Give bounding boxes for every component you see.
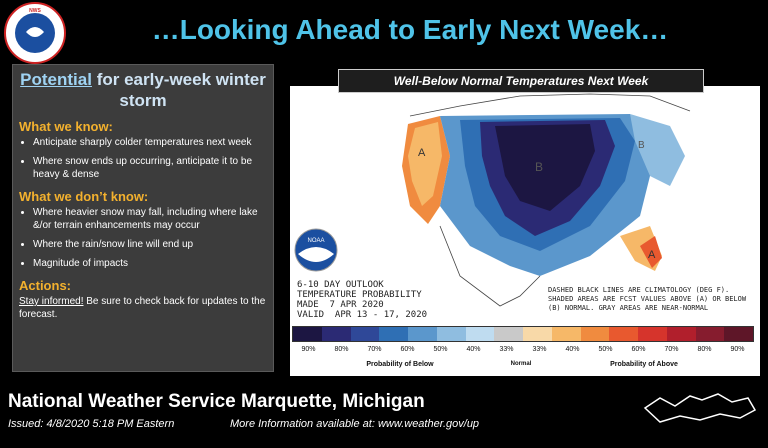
region-label-below: B (535, 160, 543, 174)
stay-informed-link[interactable]: Stay informed! (19, 296, 84, 307)
upper-peninsula-outline-icon (643, 393, 757, 423)
colorbar-swatch (638, 327, 667, 341)
office-name: National Weather Service Marquette, Mich… (8, 391, 425, 412)
prob-below-label: Probability of Below (366, 361, 434, 368)
colorbar-swatch (494, 327, 523, 341)
colorbar-swatch (293, 327, 322, 341)
colorbar-label: 80% (697, 346, 712, 353)
colorbar-label: 60% (631, 346, 646, 353)
list-item: Magnitude of impacts (33, 257, 267, 270)
list-item: Where the rain/snow line will end up (33, 238, 267, 251)
colorbar-label: 70% (664, 346, 679, 353)
colorbar-swatch (551, 327, 581, 341)
actions-heading: Actions: (19, 278, 71, 293)
colorbar-label: 40% (466, 346, 481, 353)
info-panel: Potential for early-week winter storm Wh… (12, 64, 274, 372)
region-label-above: A (418, 147, 426, 159)
panel-title: Potential for early-week winter storm (19, 69, 267, 111)
colorbar-swatch (321, 327, 351, 341)
colorbar-label: 50% (598, 346, 613, 353)
colorbar-label: 90% (301, 346, 316, 353)
panel-title-underlined: Potential (20, 70, 92, 89)
panel-title-rest: for early-week winter storm (91, 70, 266, 110)
noaa-logo: NOAA (294, 228, 338, 272)
actions-body: Be sure to check back for updates to the… (19, 296, 266, 320)
colorbar-label: 33% (499, 346, 514, 353)
more-info-link[interactable]: More Information available at: www.weath… (230, 418, 480, 430)
colorbar-swatch (609, 327, 638, 341)
colorbar-label: 80% (334, 346, 349, 353)
colorbar-label: 50% (433, 346, 448, 353)
colorbar-label: 70% (367, 346, 382, 353)
actions-text: Stay informed! Be sure to check back for… (19, 295, 267, 321)
colorbar-swatch (523, 327, 552, 341)
region-label-above: A (648, 249, 656, 261)
colorbar-swatch (666, 327, 696, 341)
colorbar-label: 40% (565, 346, 580, 353)
outlook-line: 6-10 DAY OUTLOOK (297, 280, 384, 290)
outlook-info: 6-10 DAY OUTLOOK TEMPERATURE PROBABILITY… (297, 280, 427, 320)
region-label-below: B (638, 140, 645, 151)
map-header: Well-Below Normal Temperatures Next Week (338, 69, 704, 93)
map-legend-note: Dashed black lines are climatology (deg … (548, 286, 747, 312)
list-item: Anticipate sharply colder temperatures n… (33, 136, 267, 149)
colorbar-swatch (436, 327, 466, 341)
issued-time: Issued: 4/8/2020 5:18 PM Eastern (8, 418, 175, 430)
outlook-line: MADE 7 APR 2020 (297, 300, 384, 310)
page-title: …Looking Ahead to Early Next Week… (151, 14, 669, 45)
what-we-dont-know-list: Where heavier snow may fall, including w… (19, 206, 267, 270)
what-we-know-heading: What we know: (19, 119, 113, 134)
normal-label: Normal (510, 361, 532, 367)
nws-logo: NWS (4, 2, 66, 64)
what-we-dont-know-heading: What we don’t know: (19, 189, 149, 204)
colorbar-swatch (465, 327, 495, 341)
logo-text: NWS (29, 8, 41, 14)
outlook-line: VALID APR 13 - 17, 2020 (297, 310, 428, 320)
what-we-know-list: Anticipate sharply colder temperatures n… (19, 136, 267, 181)
colorbar-swatch (350, 327, 380, 341)
prob-above-label: Probability of Above (610, 361, 678, 368)
noaa-text: NOAA (307, 238, 324, 244)
outlook-line: TEMPERATURE PROBABILITY (297, 290, 422, 300)
probability-colorbar (292, 326, 754, 342)
colorbar-swatch (379, 327, 408, 341)
colorbar-swatch (695, 327, 725, 341)
colorbar-swatch (724, 327, 753, 341)
list-item: Where snow ends up occurring, anticipate… (33, 155, 267, 181)
footer-bar (0, 384, 768, 448)
colorbar-swatch (580, 327, 610, 341)
colorbar-label: 33% (532, 346, 547, 353)
colorbar-label: 90% (730, 346, 745, 353)
colorbar-swatch (408, 327, 437, 341)
colorbar-label: 60% (400, 346, 415, 353)
list-item: Where heavier snow may fall, including w… (33, 206, 267, 232)
colorbar-labels: 90% 80% 70% 60% 50% 40% 33% 33% 40% 50% 60% 70% 80% 9… (292, 346, 754, 353)
